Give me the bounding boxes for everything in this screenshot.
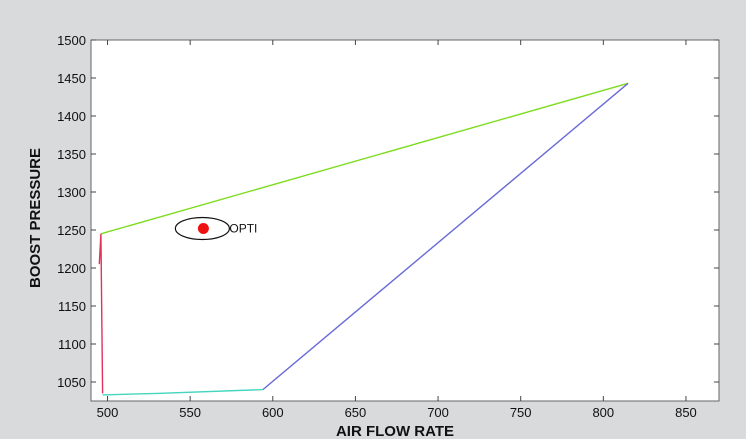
x-tick-label: 550 [179, 405, 201, 420]
series-line-1 [100, 82, 629, 235]
x-axis: 500 550 600 650 700 750 800 850 [97, 40, 697, 420]
opti-ellipse [174, 216, 230, 241]
plot-frame [90, 39, 720, 402]
x-tick-label: 500 [97, 405, 119, 420]
y-axis: 1050 1100 1150 1200 1250 1300 1350 1400 1450 1500 [57, 33, 719, 390]
series-line-4 [102, 388, 263, 396]
y-tick-label: 1400 [57, 109, 86, 124]
plot-area [91, 40, 719, 401]
y-tick-label: 1100 [58, 337, 86, 352]
opti-point [197, 222, 209, 234]
y-tick-label: 1500 [57, 33, 86, 48]
x-tick-label: 650 [345, 405, 367, 420]
opti-label: OPTI [229, 221, 257, 235]
series-lines [98, 82, 629, 396]
series-line-3 [98, 233, 104, 394]
x-tick-label: 850 [675, 405, 697, 420]
x-axis-title: AIR FLOW RATE [336, 423, 454, 439]
x-tick-label: 750 [510, 405, 532, 420]
y-tick-label: 1350 [57, 147, 86, 162]
x-tick-label: 600 [262, 405, 284, 420]
y-tick-label: 1150 [58, 299, 86, 314]
y-tick-label: 1450 [57, 71, 86, 86]
y-tick-label: 1200 [57, 261, 86, 276]
y-tick-label: 1250 [57, 223, 86, 238]
x-tick-label: 800 [592, 405, 614, 420]
y-tick-label: 1050 [57, 375, 86, 390]
y-axis-title: BOOST PRESSURE [27, 148, 44, 288]
annotations: OPTI [174, 216, 257, 241]
x-tick-label: 700 [427, 405, 449, 420]
series-line-2 [262, 82, 629, 391]
y-tick-label: 1300 [57, 185, 86, 200]
